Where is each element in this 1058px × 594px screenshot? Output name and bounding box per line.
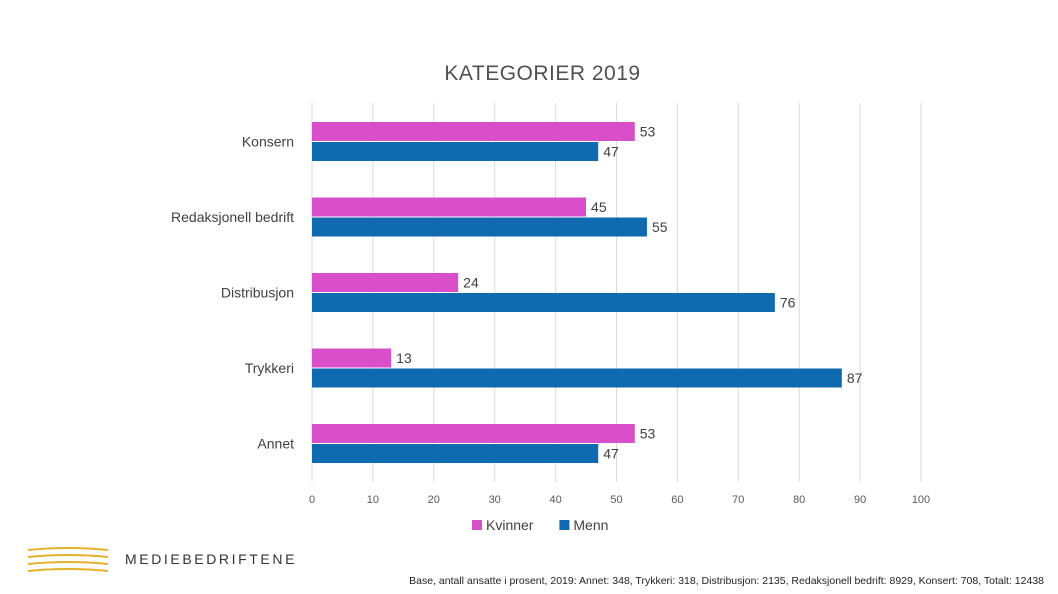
data-label: 53: [640, 124, 656, 140]
bar-menn: [312, 444, 599, 463]
legend-swatch: [559, 520, 570, 530]
x-tick-label: 100: [912, 494, 930, 506]
category-label: Konsern: [242, 134, 294, 150]
legend-label: Menn: [573, 517, 608, 533]
brand-name: MEDIEBEDRIFTENE: [125, 551, 298, 567]
legend-swatch: [472, 520, 482, 530]
data-label: 87: [847, 370, 863, 386]
category-labels: Konsern Redaksjonell bedrift Distribusjon T…: [171, 134, 294, 452]
x-tick-label: 0: [309, 494, 315, 506]
data-label: 45: [591, 199, 607, 215]
data-label: 55: [652, 219, 668, 235]
category-label: Distribusjon: [221, 285, 294, 301]
x-tick-label: 40: [549, 494, 561, 506]
x-tick-label: 80: [793, 494, 805, 506]
bar-kvinner: [312, 348, 392, 368]
legend-label: Kvinner: [486, 517, 534, 533]
x-tick-label: 70: [732, 494, 744, 506]
data-label: 47: [603, 446, 619, 462]
data-label: 47: [603, 144, 619, 160]
data-labels: 53 47 45 55 24 76 13 87 53 47: [396, 124, 862, 462]
bar-kvinner: [312, 122, 635, 141]
bar-kvinner: [312, 197, 587, 217]
x-tick-label: 90: [854, 494, 866, 506]
data-label: 24: [463, 275, 479, 291]
bar-menn: [312, 368, 842, 388]
chart-title: KATEGORIER 2019: [444, 62, 641, 85]
footnote: Base, antall ansatte i prosent, 2019: An…: [409, 575, 1044, 587]
data-label: 13: [396, 350, 412, 366]
bar-kvinner: [312, 273, 459, 292]
category-label: Annet: [257, 436, 294, 452]
data-label: 53: [640, 426, 656, 442]
x-tick-label: 20: [428, 494, 440, 506]
x-tick-label: 60: [671, 494, 683, 506]
x-tick-label: 30: [489, 494, 501, 506]
data-label: 76: [780, 295, 796, 311]
category-label: Redaksjonell bedrift: [171, 209, 294, 225]
bar-menn: [312, 142, 599, 161]
mediebedriftene-logo-icon: [28, 547, 108, 572]
bar-menn: [312, 217, 647, 237]
legend: Kvinner Menn: [472, 517, 608, 533]
bar-kvinner: [312, 424, 635, 443]
x-tick-label: 10: [367, 494, 379, 506]
bars: [312, 122, 842, 463]
grid-lines: [311, 103, 922, 482]
category-label: Trykkeri: [245, 360, 294, 376]
x-tick-label: 50: [610, 494, 622, 506]
bar-menn: [312, 293, 775, 312]
x-tick-labels: 0 10 20 30 40 50 60 70 80 90 100: [309, 494, 930, 506]
